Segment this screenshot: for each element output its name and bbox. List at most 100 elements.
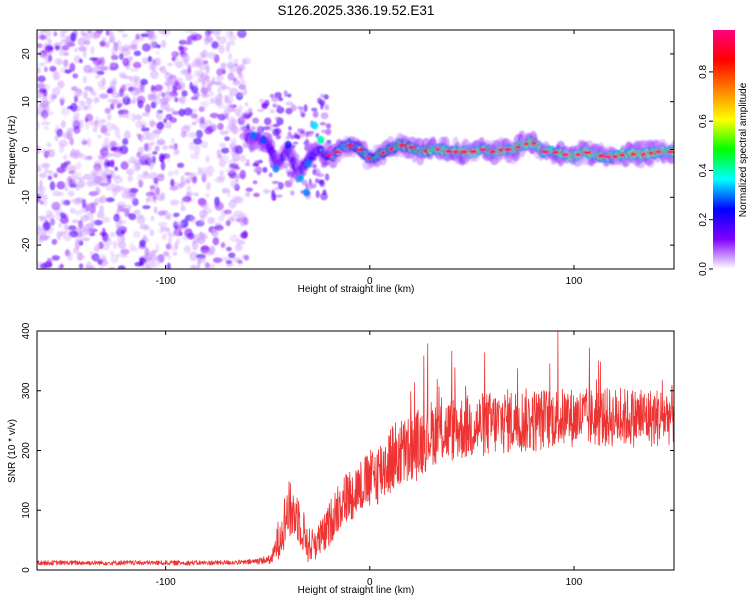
spectrogram-cell-398 [234,244,243,252]
spectrogram-cell-1021 [190,153,200,160]
spectrogram-cell-1092 [175,221,185,227]
spectrogram-cell-231 [229,87,239,97]
spectrogram-cell-163 [206,181,211,191]
spectrogram-cell-868 [178,46,188,52]
spectrogram-cell-638 [45,209,54,218]
spectrogram-cell-3155 [667,150,674,154]
spectrogram-cell-674 [38,172,48,179]
spectrogram-cell-41 [177,162,185,168]
spectrogram-cell-938 [55,123,60,132]
spectrogram-cell-1043 [153,177,159,185]
spectrogram-cell-687 [158,153,165,163]
spectrogram-cell-1105 [262,189,271,194]
spectrogram-cell-1259 [283,90,288,97]
colorbar-label: Normalized spectral amplitude [738,82,749,217]
spectrogram-cell-554 [37,75,46,83]
spectrogram-cell-1000 [239,63,246,71]
spectrogram-cell-460 [76,176,85,181]
spectrogram-cell-752 [194,145,201,155]
spectrogram-cell-876 [212,30,221,37]
spectrogram-y-tick-label-4: 20 [21,48,32,60]
spectrogram-cell-685 [68,225,77,231]
spectrogram-cell-635 [155,110,160,118]
spectrogram-cell-970 [45,44,54,53]
spectrogram-cell-786 [205,155,210,164]
spectrogram-cell-3157 [260,135,268,144]
spectrogram-cell-1058 [235,63,241,74]
spectrogram-cell-3135 [479,148,487,152]
spectrogram-cell-505 [37,120,40,130]
spectrogram-cell-459 [99,65,109,71]
spectrogram-cell-1090 [212,257,223,263]
spectrogram-cell-1064 [90,218,95,227]
spectrogram-cells [37,30,674,269]
spectrogram-cell-769 [111,183,120,193]
spectrogram-cell-925 [163,118,168,124]
spectrogram-cell-1044 [41,121,51,126]
spectrogram-cell-385 [232,58,239,63]
spectrogram-cell-3160 [296,174,304,183]
spectrogram-cell-512 [167,62,173,67]
spectrogram-cell-251 [79,255,86,260]
spectrogram-cell-714 [117,135,122,140]
spectrogram-cell-1223 [271,180,280,185]
spectrogram-x-ticks: -100 0 100 [156,30,583,287]
spectrogram-cell-3152 [641,152,646,156]
spectrogram-cell-537 [140,78,148,86]
spectrogram-cell-989 [37,185,47,195]
spectrogram-cell-1041 [145,256,153,261]
spectrogram-cell-211 [78,179,86,188]
spectrogram-cell-764 [60,107,70,116]
spectrogram-cell-880 [148,161,154,171]
spectrogram-cell-892 [137,173,143,182]
spectrogram-cell-1091 [121,75,130,79]
spectrogram-cell-140 [60,30,66,38]
spectrogram-cell-956 [64,39,74,48]
spectrogram-cell-852 [189,215,197,224]
snr-y-tick-label-2: 200 [21,442,32,459]
spectrogram-cell-1067 [132,96,137,105]
spectrogram-cell-934 [136,133,140,138]
spectrogram-cell-1087 [56,166,66,174]
spectrogram-cell-1251 [276,105,282,109]
spectrogram-cell-362 [161,233,167,241]
spectrogram-cell-1019 [39,180,43,186]
spectrogram-cell-1238 [262,166,268,173]
spectrogram-cell-1248 [272,193,277,199]
spectrogram-cell-803 [137,180,144,187]
spectrogram-cell-3130 [435,147,441,152]
spectrogram-cell-1214 [257,109,265,112]
spectrogram-cell-625 [231,196,240,203]
spectrogram-cell-882 [193,80,199,88]
spectrogram-cell-1098 [168,145,178,150]
spectrogram-cell-195 [154,145,160,152]
spectrogram-cell-1062 [81,198,87,209]
spectrogram-cell-924 [184,171,191,176]
spectrogram-cell-958 [165,113,173,120]
spectrogram-cell-693 [164,71,170,76]
spectrogram-cell-620 [68,170,76,175]
spectrogram-cell-1045 [132,84,138,90]
spectrogram-cell-1095 [73,171,82,178]
spectrogram-cell-839 [86,179,93,188]
spectrogram-cell-833 [118,110,123,118]
spectrogram-cell-470 [104,41,110,48]
spectrogram-cell-1068 [99,93,109,99]
spectrogram-cell-780 [220,82,226,91]
spectrogram-cell-643 [171,51,179,58]
snr-x-tick-label-2: 100 [566,577,583,588]
spectrogram-cell-946 [175,237,181,245]
spectrogram-cell-887 [93,65,100,72]
spectrogram-cell-1071 [135,162,142,171]
spectrogram-cell-159 [74,95,78,103]
spectrogram-cell-265 [195,129,203,139]
spectrogram-cell-227 [141,43,151,52]
spectrogram-y-axis-label: Frequency (Hz) [7,116,18,185]
spectrogram-cell-600 [230,179,239,189]
spectrogram-cell-998 [93,197,101,205]
spectrogram-y-ticks: -20 -10 0 10 20 [21,48,674,252]
spectrogram-cell-106 [199,140,209,149]
spectrogram-cell-980 [214,176,225,184]
spectrogram-cell-103 [184,30,194,34]
spectrogram-cell-126 [217,122,224,131]
